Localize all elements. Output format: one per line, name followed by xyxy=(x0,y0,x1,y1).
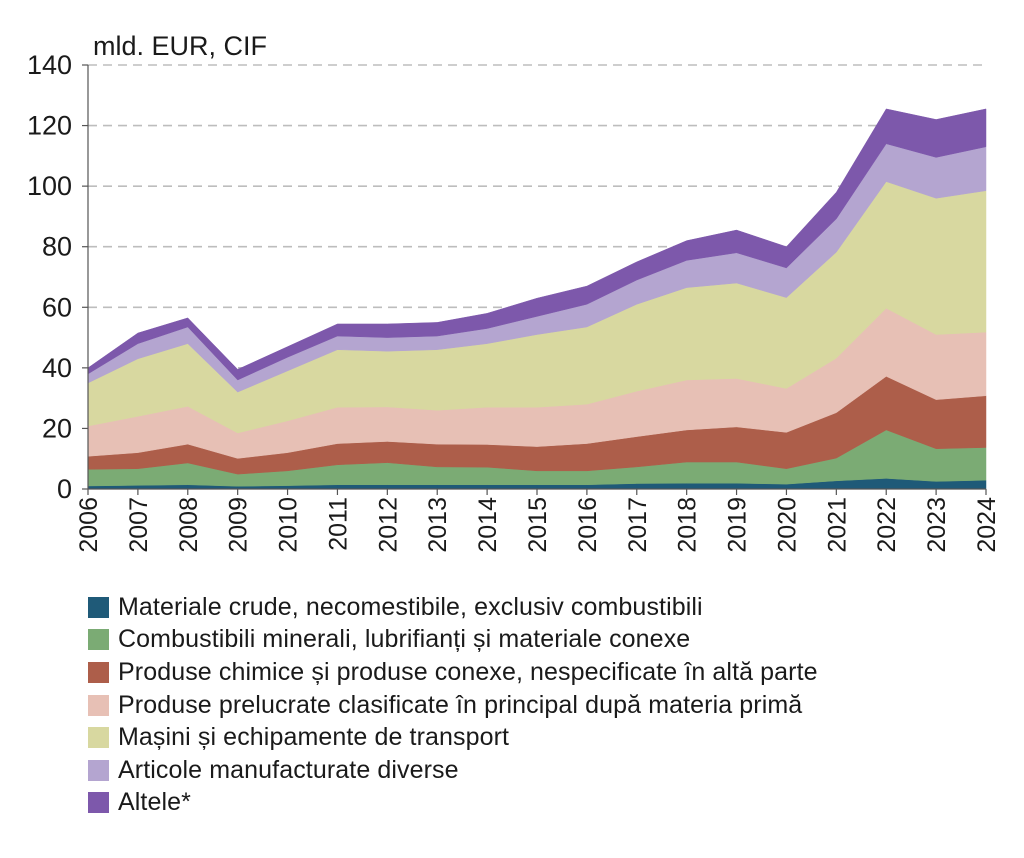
x-tick-label: 2018 xyxy=(674,497,702,553)
x-axis-ticks: 2006 2007 2008 2009 2010 2011 2012 2013 2014 2015… xyxy=(75,489,1001,553)
x-tick-label: 2014 xyxy=(474,497,502,553)
y-tick-label: 20 xyxy=(42,413,72,443)
legend-item: Produse prelucrate clasificate în princi… xyxy=(88,689,818,722)
legend-label: Mașini și echipamente de transport xyxy=(118,723,510,752)
y-tick-label: 80 xyxy=(42,232,72,262)
legend-item: Articole manufacturate diverse xyxy=(88,754,818,787)
area-series-7 xyxy=(87,108,987,381)
x-tick-label: 2012 xyxy=(374,497,402,553)
x-tick-label: 2017 xyxy=(624,497,652,553)
y-tick-label: 140 xyxy=(27,50,72,80)
legend-item: Produse chimice și produse conexe, nespe… xyxy=(88,656,818,689)
y-tick-label: 0 xyxy=(57,474,72,504)
y-axis-ticks: 0 20 40 60 80 100 120 140 xyxy=(27,50,88,504)
legend-swatch xyxy=(88,727,109,749)
x-tick-label: 2022 xyxy=(873,497,901,553)
x-tick-label: 2024 xyxy=(973,497,1001,553)
legend-swatch xyxy=(88,759,109,781)
legend-label: Produse prelucrate clasificate în princi… xyxy=(118,690,803,719)
area-series xyxy=(87,108,987,490)
legend-label: Combustibili minerali, lubrifianți și ma… xyxy=(118,625,691,654)
x-tick-label: 2009 xyxy=(225,497,253,553)
x-tick-label: 2021 xyxy=(823,497,851,553)
x-tick-label: 2007 xyxy=(125,497,153,553)
x-tick-label: 2013 xyxy=(424,497,452,553)
x-tick-label: 2008 xyxy=(175,497,203,553)
legend-swatch xyxy=(88,694,109,716)
legend-item: Altele* xyxy=(88,787,818,820)
legend-swatch xyxy=(88,629,109,651)
legend-label: Altele* xyxy=(118,788,191,817)
x-tick-label: 2023 xyxy=(923,497,951,553)
x-tick-label: 2010 xyxy=(275,497,303,553)
legend-swatch xyxy=(88,792,109,814)
x-tick-label: 2016 xyxy=(574,497,602,553)
legend-label: Articole manufacturate diverse xyxy=(118,755,459,784)
y-tick-label: 120 xyxy=(27,111,72,141)
y-axis-unit-label: mld. EUR, CIF xyxy=(93,31,267,61)
legend-label: Materiale crude, necomestibile, exclusiv… xyxy=(118,592,703,621)
x-tick-label: 2006 xyxy=(75,497,103,553)
legend-item: Materiale crude, necomestibile, exclusiv… xyxy=(88,591,818,624)
legend-item: Mașini și echipamente de transport xyxy=(88,721,818,754)
x-tick-label: 2011 xyxy=(324,497,352,551)
x-tick-label: 2015 xyxy=(524,497,552,553)
legend: Materiale crude, necomestibile, exclusiv… xyxy=(88,591,818,819)
y-tick-label: 100 xyxy=(27,171,72,201)
x-tick-label: 2019 xyxy=(724,497,752,553)
legend-label: Produse chimice și produse conexe, nespe… xyxy=(118,657,818,686)
y-tick-label: 60 xyxy=(42,292,72,322)
y-tick-label: 40 xyxy=(42,353,72,383)
legend-swatch xyxy=(88,661,109,683)
x-tick-label: 2020 xyxy=(773,497,801,553)
legend-swatch xyxy=(88,596,109,618)
legend-item: Combustibili minerali, lubrifianți și ma… xyxy=(88,624,818,657)
